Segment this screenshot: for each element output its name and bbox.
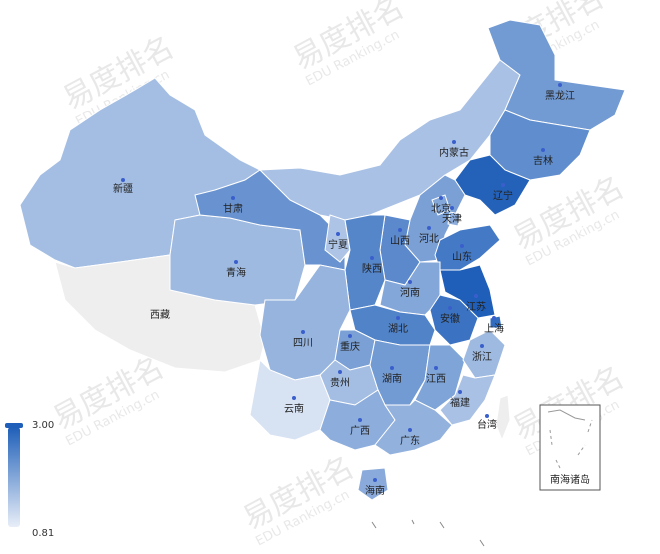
label-xinjiang: 新疆	[113, 182, 133, 195]
label-hainan: 海南	[365, 484, 385, 497]
marker-heilongjiang	[558, 83, 562, 87]
marker-beijing	[439, 196, 443, 200]
label-qinghai: 青海	[226, 266, 246, 279]
province-shaanxi[interactable]	[344, 214, 386, 311]
label-heilongjiang: 黑龙江	[545, 89, 575, 102]
label-liaoning: 辽宁	[493, 189, 513, 202]
marker-guizhou	[338, 370, 342, 374]
marker-guangdong	[408, 428, 412, 432]
scale-handle-top[interactable]	[5, 423, 23, 428]
label-henan: 河南	[400, 286, 420, 299]
marker-taiwan	[485, 414, 489, 418]
label-guangdong: 广东	[400, 434, 420, 447]
label-hebei: 河北	[419, 233, 439, 245]
province-label-layer: 新疆 西藏 青海 甘肃 内蒙古 黑龙江 吉林 辽宁 北京 天津 河北 山西 宁夏…	[113, 83, 575, 497]
province-jiangsu[interactable]	[439, 264, 496, 319]
marker-hainan	[373, 478, 377, 482]
marker-ningxia	[336, 232, 340, 236]
marker-tianjin	[450, 206, 454, 210]
marker-jiangxi	[434, 366, 438, 370]
marker-qinghai	[234, 260, 238, 264]
province-shandong[interactable]	[434, 224, 501, 271]
label-guizhou: 贵州	[330, 376, 350, 389]
marker-guangxi	[358, 418, 362, 422]
label-shanghai: 上海	[484, 322, 504, 335]
label-xizang: 西藏	[150, 309, 170, 321]
province-jiangxi[interactable]	[414, 344, 466, 411]
scale-min-label: 0.81	[32, 528, 55, 539]
visual-map-scale[interactable]	[5, 423, 23, 527]
label-shanxi: 山西	[390, 235, 410, 247]
province-taiwan[interactable]	[495, 394, 511, 442]
province-jilin[interactable]	[489, 109, 591, 181]
province-guangdong[interactable]	[374, 399, 453, 456]
label-taiwan: 台湾	[477, 418, 497, 431]
marker-zhejiang	[480, 344, 484, 348]
label-neimenggu: 内蒙古	[439, 146, 469, 159]
label-jiangsu: 江苏	[466, 300, 486, 313]
label-gansu: 甘肃	[223, 202, 243, 215]
label-hunan: 湖南	[382, 372, 402, 385]
province-henan[interactable]	[379, 261, 441, 316]
label-fujian: 福建	[450, 396, 470, 409]
label-yunnan: 云南	[284, 402, 304, 415]
label-shaanxi: 陕西	[362, 262, 382, 275]
label-zhejiang: 浙江	[472, 351, 492, 363]
province-anhui[interactable]	[429, 294, 479, 346]
marker-hunan	[390, 366, 394, 370]
marker-gansu	[231, 196, 235, 200]
marker-jilin	[541, 148, 545, 152]
marker-liaoning	[501, 183, 505, 187]
marker-shaanxi	[370, 256, 374, 260]
label-jiangxi: 江西	[426, 373, 446, 385]
province-heilongjiang[interactable]	[487, 19, 626, 131]
marker-hebei	[427, 226, 431, 230]
province-fujian[interactable]	[439, 374, 496, 426]
inset-label: 南海诸岛	[550, 473, 590, 486]
marker-shanxi	[398, 228, 402, 232]
label-hubei: 湖北	[388, 323, 408, 335]
scale-bar	[8, 427, 20, 527]
label-shandong: 山东	[452, 250, 472, 263]
marker-henan	[408, 280, 412, 284]
marker-jiangsu	[474, 294, 478, 298]
label-anhui: 安徽	[440, 312, 460, 325]
marker-hubei	[396, 316, 400, 320]
marker-anhui	[448, 306, 452, 310]
label-ningxia: 宁夏	[328, 238, 348, 251]
inset-frame	[539, 404, 601, 491]
label-sichuan: 四川	[293, 338, 313, 349]
marker-shanghai	[492, 316, 496, 320]
dash-line-fragments	[371, 519, 485, 547]
label-chongqing: 重庆	[340, 340, 360, 353]
marker-xinjiang	[121, 178, 125, 182]
marker-neimenggu	[452, 140, 456, 144]
marker-fujian	[458, 390, 462, 394]
marker-chongqing	[348, 334, 352, 338]
scale-max-label: 3.00	[32, 420, 55, 431]
label-beijing: 北京	[431, 202, 451, 215]
province-layer	[19, 19, 626, 501]
label-jilin: 吉林	[533, 154, 553, 167]
province-hainan[interactable]	[357, 467, 389, 501]
label-guangxi: 广西	[350, 425, 370, 437]
province-ningxia[interactable]	[324, 214, 351, 263]
label-tianjin: 天津	[442, 213, 462, 225]
marker-shandong	[460, 244, 464, 248]
province-tianjin[interactable]	[447, 211, 461, 227]
south-sea-inset: 南海诸岛	[539, 404, 601, 491]
inset-coastline	[547, 409, 586, 421]
marker-sichuan	[301, 330, 305, 334]
inset-dashed-line	[549, 419, 593, 469]
marker-yunnan	[292, 396, 296, 400]
